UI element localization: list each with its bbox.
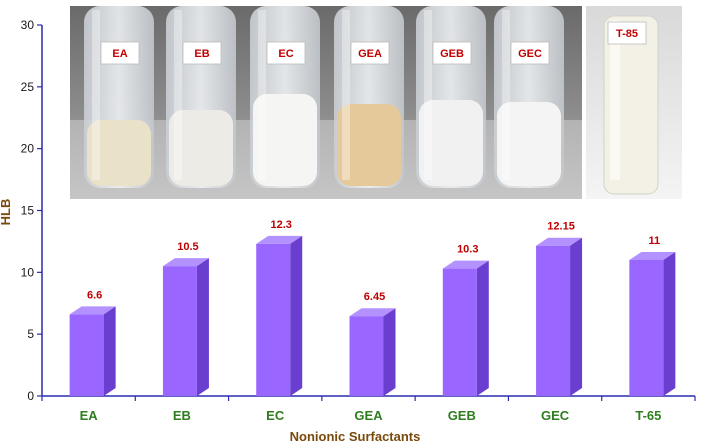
bar-ea: 6.6 EA <box>69 289 116 423</box>
y-axis-title: HLB <box>0 199 13 226</box>
tube-label-box <box>432 41 472 65</box>
test-tubes-photo: EA EB EC GEA GEB GEC <box>70 6 582 199</box>
t85-tube-photo: T-85 <box>586 6 682 199</box>
y-tick-label: 20 <box>21 142 35 156</box>
tube-label: GEB <box>440 48 464 60</box>
category-label: GEC <box>541 408 570 423</box>
value-label: 10.5 <box>177 241 198 253</box>
tube-label: GEA <box>358 48 382 60</box>
bar-side <box>103 306 116 396</box>
category-label: T-65 <box>635 408 661 423</box>
value-label: 10.3 <box>457 244 478 256</box>
tube-ec: EC <box>250 6 320 188</box>
bar-ec: 12.3 EC <box>256 219 303 423</box>
y-tick-label: 25 <box>21 80 35 94</box>
bar-side <box>383 308 396 396</box>
tube-label: GEC <box>518 48 542 60</box>
tube-label: EB <box>194 48 209 60</box>
bar-geb: 10.3 GEB <box>442 244 489 423</box>
tube-label-box <box>266 41 306 65</box>
value-label: 12.3 <box>271 219 292 231</box>
tube-label-box <box>350 41 390 65</box>
bar-top <box>256 235 303 244</box>
bar-gea: 6.45 GEA <box>349 291 396 423</box>
tube-gec: GEC <box>494 6 564 188</box>
bar-top <box>442 260 489 269</box>
tube-label-box <box>182 41 222 65</box>
t85-tube-label-box <box>607 21 647 45</box>
value-label: 11 <box>649 235 661 247</box>
tube-gea: GEA <box>334 6 404 188</box>
bar-gec: 12.15 GEC <box>536 221 583 423</box>
bar-front <box>349 316 384 396</box>
bar-group: 6.6EA10.5EB12.3EC6.45GEA10.3GEB12.15GEC1… <box>69 219 676 423</box>
value-label: 6.45 <box>364 291 385 303</box>
bar-top <box>162 258 209 267</box>
bar-front <box>629 259 664 396</box>
bar-front <box>69 314 104 396</box>
bar-top <box>349 308 396 317</box>
category-label: EB <box>173 408 191 423</box>
value-label: 6.6 <box>87 289 102 301</box>
bar-side <box>196 258 209 396</box>
tube-label: EC <box>278 48 293 60</box>
category-label: GEB <box>448 408 476 423</box>
value-label: 12.15 <box>547 221 575 233</box>
y-tick-label: 5 <box>27 327 34 341</box>
bar-front <box>256 243 291 396</box>
y-tick-label: 15 <box>21 204 35 218</box>
bar-side <box>476 260 489 396</box>
y-tick-label: 10 <box>21 265 35 279</box>
tube-label: T-85 <box>616 28 638 40</box>
bar-front <box>442 268 477 396</box>
bar-side <box>663 251 676 396</box>
category-label: GEA <box>354 408 383 423</box>
bar-front <box>162 266 197 396</box>
tube-eb: EB <box>166 6 236 188</box>
bar-eb: 10.5 EB <box>162 241 209 423</box>
tube-label-box <box>510 41 550 65</box>
bar-top <box>536 237 583 246</box>
tube-label: EA <box>112 48 127 60</box>
tube-geb: GEB <box>416 6 486 188</box>
bar-side <box>570 237 583 396</box>
tube-ea: EA <box>84 6 154 188</box>
bar-top <box>69 306 116 315</box>
bar-top <box>629 251 676 260</box>
y-tick-label: 30 <box>21 18 35 32</box>
bar-t-65: 11 T-65 <box>629 235 676 423</box>
y-tick-label: 0 <box>27 389 34 403</box>
category-label: EA <box>80 408 99 423</box>
x-axis-title: Nonionic Surfactants <box>290 429 421 444</box>
bar-front <box>536 245 571 396</box>
tube-label-box <box>100 41 140 65</box>
bar-side <box>290 235 303 396</box>
category-label: EC <box>266 408 285 423</box>
